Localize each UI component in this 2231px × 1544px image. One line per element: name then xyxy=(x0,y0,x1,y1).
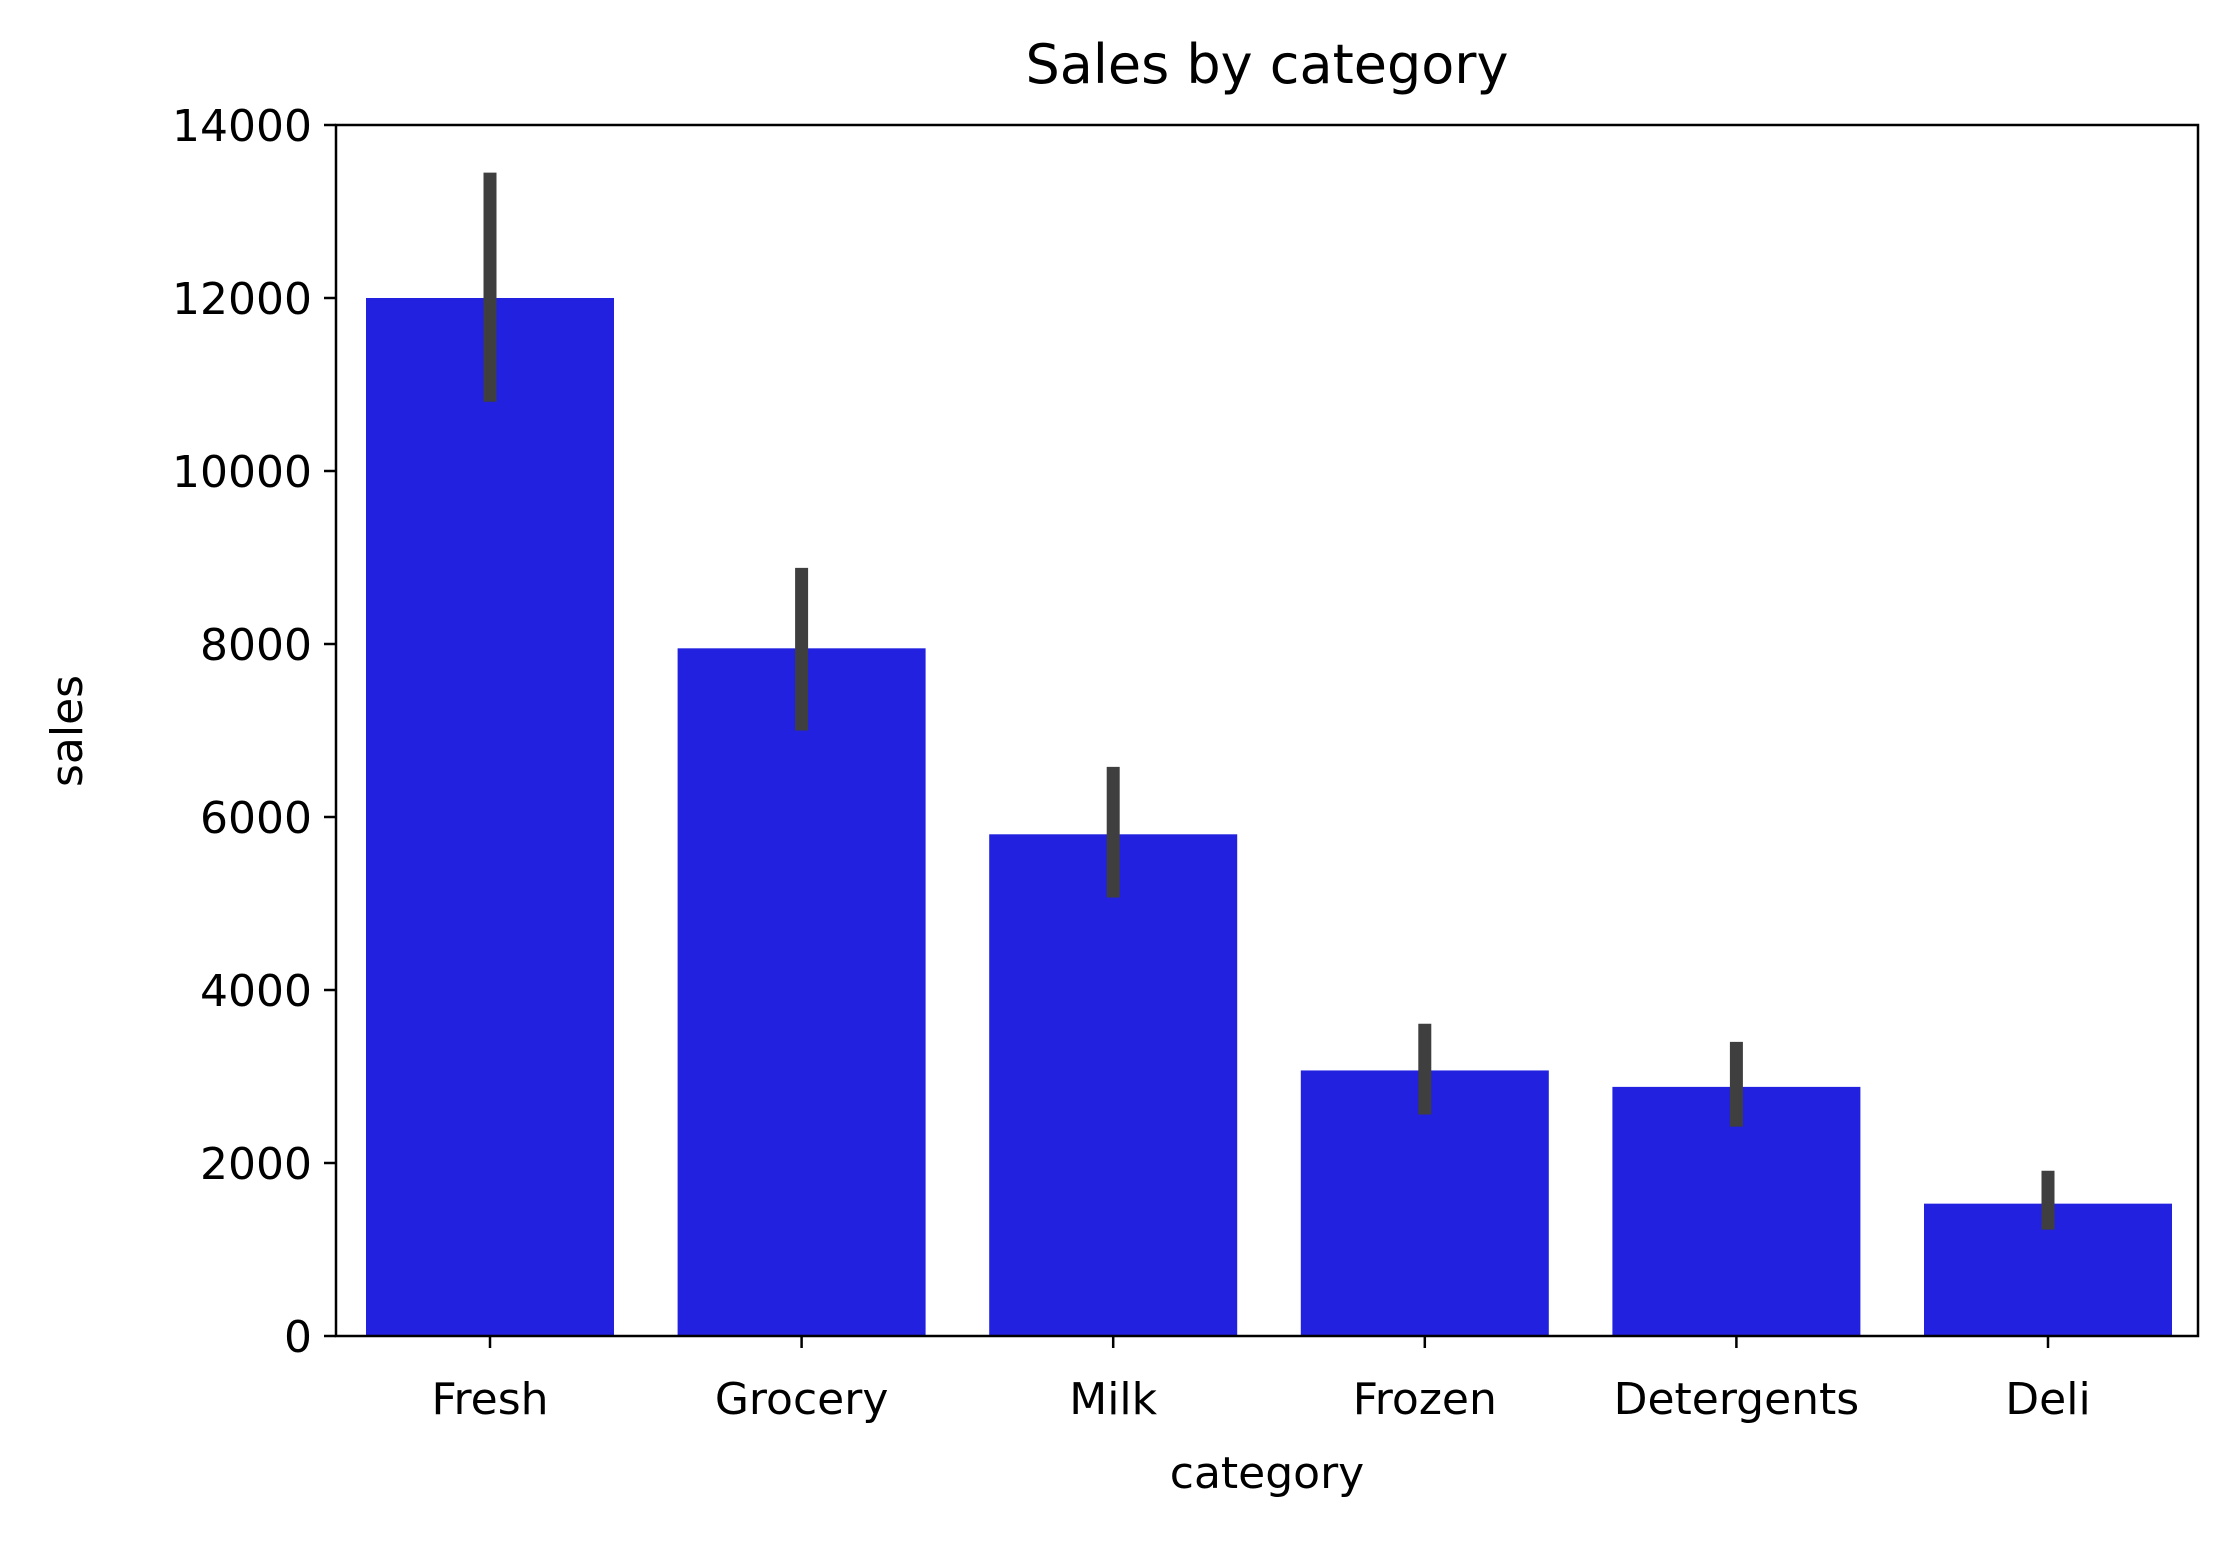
y-tick-label-14000: 14000 xyxy=(172,101,312,152)
y-tick-label-12000: 12000 xyxy=(172,274,312,325)
y-tick-label-2000: 2000 xyxy=(200,1139,312,1190)
y-tick-label-6000: 6000 xyxy=(200,793,312,844)
x-tick-label-detergents: Detergents xyxy=(1614,1374,1860,1425)
x-tick-label-grocery: Grocery xyxy=(715,1374,889,1425)
plot-area-frame xyxy=(334,123,2200,1338)
chart-title: Sales by category xyxy=(1026,33,1509,96)
x-tick-label-milk: Milk xyxy=(1069,1374,1157,1425)
y-tick-label-8000: 8000 xyxy=(200,620,312,671)
y-axis: 0 2000 4000 6000 8000 10000 12000 14000 xyxy=(172,101,336,1363)
bar-fresh xyxy=(366,298,614,1336)
x-tick-label-deli: Deli xyxy=(2005,1374,2090,1425)
y-tick-label-4000: 4000 xyxy=(200,966,312,1017)
error-bars-layer xyxy=(483,172,2055,1230)
bar-milk xyxy=(989,834,1238,1336)
x-axis-label: category xyxy=(1170,1448,1364,1499)
bars-layer xyxy=(366,298,2172,1336)
x-tick-label-fresh: Fresh xyxy=(431,1374,548,1425)
bar-detergents xyxy=(1612,1086,1861,1336)
bar-frozen xyxy=(1300,1070,1549,1336)
y-axis-label: sales xyxy=(42,675,93,787)
y-tick-label-0: 0 xyxy=(284,1312,312,1363)
y-tick-label-10000: 10000 xyxy=(172,447,312,498)
x-tick-label-frozen: Frozen xyxy=(1353,1374,1497,1425)
bar-grocery xyxy=(677,648,926,1336)
x-axis: Fresh Grocery Milk Frozen Detergents Deli xyxy=(431,1336,2091,1425)
